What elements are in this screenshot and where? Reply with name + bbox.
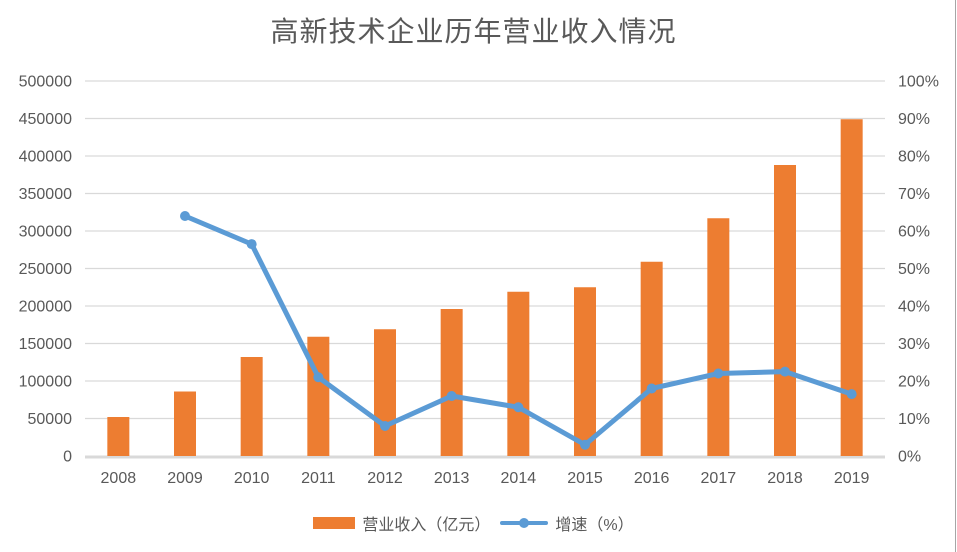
bar-2015 xyxy=(574,287,596,456)
growth-point-2014 xyxy=(513,402,524,413)
y-tick-left-250000: 250000 xyxy=(19,261,72,278)
legend-item-growth: 增速（%） xyxy=(500,511,634,535)
x-tick-2018: 2018 xyxy=(767,470,803,487)
growth-point-2011 xyxy=(313,372,324,383)
legend: 营业收入（亿元） 增速（%） xyxy=(0,511,947,535)
x-tick-2010: 2010 xyxy=(234,470,270,487)
x-tick-2008: 2008 xyxy=(101,470,137,487)
x-tick-2014: 2014 xyxy=(501,470,537,487)
y-tick-right-90%: 90% xyxy=(898,111,930,128)
y-tick-right-50%: 50% xyxy=(898,261,930,278)
growth-point-2015 xyxy=(580,439,590,450)
y-tick-left-350000: 350000 xyxy=(19,186,72,203)
revenue-bar-swatch-icon xyxy=(313,517,356,529)
legend-revenue-label: 营业收入（亿元） xyxy=(362,517,491,534)
y-tick-left-100000: 100000 xyxy=(19,374,72,391)
bar-2011 xyxy=(307,336,330,456)
y-tick-left-500000: 500000 xyxy=(19,74,72,91)
bar-2016 xyxy=(640,261,663,456)
x-tick-2019: 2019 xyxy=(834,470,870,487)
y-tick-left-150000: 150000 xyxy=(19,336,72,353)
y-tick-right-20%: 20% xyxy=(898,374,930,391)
growth-point-2013 xyxy=(446,391,457,401)
growth-point-2012 xyxy=(380,421,390,431)
growth-point-2019 xyxy=(846,389,857,400)
y-tick-left-300000: 300000 xyxy=(19,224,72,241)
x-tick-2016: 2016 xyxy=(634,470,670,487)
y-tick-right-0%: 0% xyxy=(898,449,921,466)
growth-point-2018 xyxy=(780,366,790,377)
bar-2010 xyxy=(240,357,263,456)
legend-growth-label: 增速（%） xyxy=(555,517,634,534)
growth-point-2010 xyxy=(246,239,257,250)
bar-2019 xyxy=(840,119,863,456)
right-edge-border xyxy=(955,0,956,552)
y-tick-right-30%: 30% xyxy=(898,336,930,353)
chart-title: 高新技术企业历年营业收入情况 xyxy=(270,17,677,48)
growth-point-2009 xyxy=(180,211,190,221)
legend-item-revenue: 营业收入（亿元） xyxy=(313,511,490,535)
bar-2017 xyxy=(707,218,730,456)
x-tick-2009: 2009 xyxy=(167,470,203,487)
growth-point-2017 xyxy=(713,368,724,379)
y-tick-left-50000: 50000 xyxy=(28,411,73,428)
y-tick-left-450000: 450000 xyxy=(19,111,72,128)
y-tick-right-10%: 10% xyxy=(898,411,930,428)
y-tick-left-200000: 200000 xyxy=(19,299,72,316)
growth-point-2016 xyxy=(646,383,657,394)
y-tick-right-100%: 100% xyxy=(898,74,939,91)
bar-2009 xyxy=(174,391,196,456)
growth-line-swatch-icon xyxy=(500,517,549,529)
bar-2008 xyxy=(107,417,130,456)
bar-2014 xyxy=(507,291,530,456)
x-tick-2017: 2017 xyxy=(701,470,737,487)
bar-2013 xyxy=(440,309,463,456)
y-tick-left-400000: 400000 xyxy=(19,149,72,166)
x-tick-2013: 2013 xyxy=(434,470,470,487)
x-tick-2011: 2011 xyxy=(301,470,336,487)
x-tick-2012: 2012 xyxy=(367,470,403,487)
bar-2012 xyxy=(374,329,396,456)
y-tick-left-0: 0 xyxy=(63,449,72,466)
y-tick-right-80%: 80% xyxy=(898,149,930,166)
y-tick-right-40%: 40% xyxy=(898,299,930,316)
bar-2018 xyxy=(774,165,796,456)
x-tick-2015: 2015 xyxy=(567,470,603,487)
y-tick-right-60%: 60% xyxy=(898,224,930,241)
y-tick-right-70%: 70% xyxy=(898,186,930,203)
